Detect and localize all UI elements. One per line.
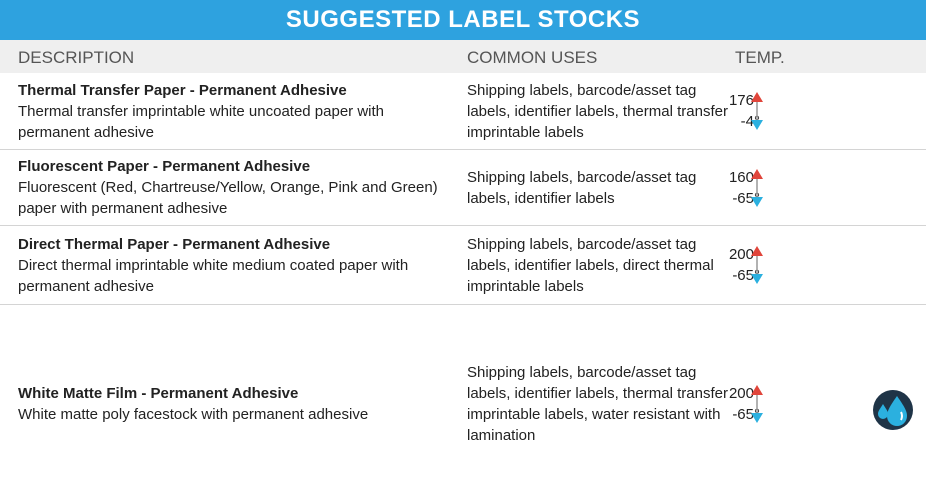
temp-arrow [751, 385, 763, 423]
temp-arrow [751, 246, 763, 284]
description-cell: White Matte Film - Permanent Adhesive Whi… [18, 305, 448, 503]
column-label: COMMON USES [467, 48, 598, 67]
uses-cell: Shipping labels, barcode/asset tag label… [467, 150, 739, 225]
uses-text: Shipping labels, barcode/asset tag label… [467, 168, 697, 207]
temp-arrow [751, 92, 763, 130]
stock-description: Fluorescent (Red, Chartreuse/Yellow, Ora… [18, 179, 438, 217]
description-cell: Fluorescent Paper - Permanent Adhesive Fl… [18, 150, 448, 225]
title: SUGGESTED LABEL STOCKS [0, 0, 926, 40]
temp-high: 160° [728, 168, 760, 186]
stock-description: Direct thermal imprintable white medium … [18, 256, 409, 295]
uses-text: Shipping labels, barcode/asset tag label… [467, 235, 714, 295]
temp-cell: 200° -65° [700, 226, 760, 304]
temp-low: -65° [732, 189, 760, 207]
column-label: TEMP. [735, 48, 785, 67]
uses-cell: Shipping labels, barcode/asset tag label… [467, 305, 739, 503]
water-resistant-icon [873, 390, 913, 430]
table-row: Direct Thermal Paper - Permanent Adhesiv… [0, 226, 926, 305]
description-cell: Direct Thermal Paper - Permanent Adhesiv… [18, 226, 448, 304]
column-header: DESCRIPTION COMMON USES TEMP. [0, 40, 926, 73]
table-row: Fluorescent Paper - Permanent Adhesive Fl… [0, 150, 926, 226]
temp-high: 200° [728, 246, 760, 263]
stock-description: White matte poly facestock with permanen… [18, 406, 369, 423]
stock-title: Fluorescent Paper - Permanent Adhesive [18, 158, 311, 175]
temp-high: 200° [728, 385, 760, 402]
stock-title: Thermal Transfer Paper - Permanent Adhes… [18, 81, 347, 99]
temp-high: 176° [728, 92, 760, 109]
uses-text: Shipping labels, barcode/asset tag label… [467, 364, 728, 444]
stock-title: White Matte Film - Permanent Adhesive [18, 385, 299, 402]
table-row: White Matte Film - Permanent Adhesive Whi… [0, 305, 926, 503]
uses-text: Shipping labels, barcode/asset tag label… [467, 81, 728, 141]
stock-description: Thermal transfer imprintable white uncoa… [18, 102, 385, 141]
uses-cell: Shipping labels, barcode/asset tag label… [467, 73, 739, 149]
description-cell: Thermal Transfer Paper - Permanent Adhes… [18, 73, 448, 149]
temp-arrow [751, 168, 763, 207]
temp-cell: 200° -65° [700, 305, 760, 503]
table-row: Thermal Transfer Paper - Permanent Adhes… [0, 73, 926, 150]
uses-cell: Shipping labels, barcode/asset tag label… [467, 226, 739, 304]
temp-low: -65° [732, 267, 760, 284]
temp-low: -65° [732, 406, 760, 423]
column-label: DESCRIPTION [18, 48, 135, 67]
temp-cell: 160° -65° [700, 150, 760, 225]
stock-title: Direct Thermal Paper - Permanent Adhesiv… [18, 235, 331, 253]
